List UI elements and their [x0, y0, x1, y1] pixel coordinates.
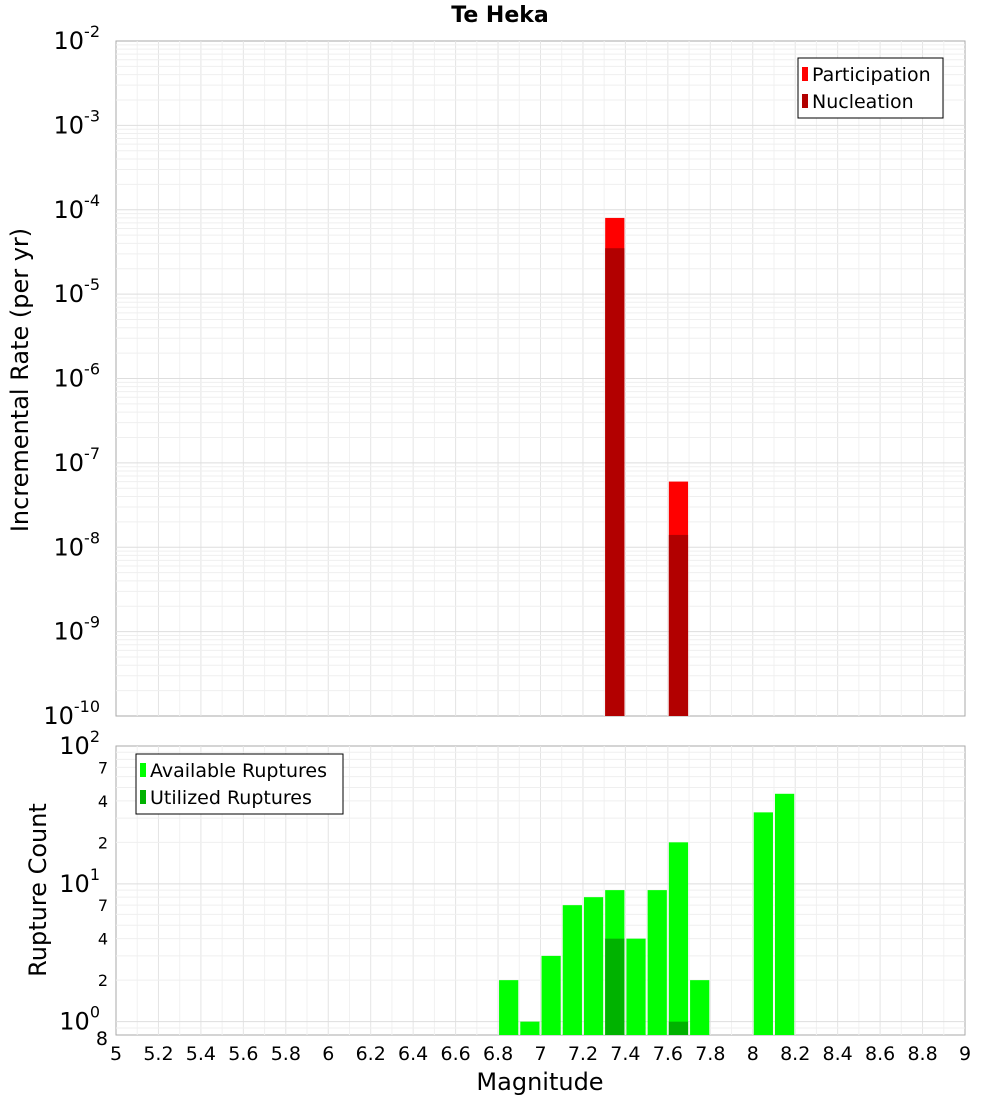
count-bar-a — [647, 890, 667, 1035]
count-y-minor-tick-label: 4 — [98, 930, 108, 949]
x-tick-label: 8.2 — [780, 1043, 810, 1065]
count-legend-box — [135, 753, 344, 815]
count-y-minor-tick-label: 7 — [98, 896, 108, 915]
x-tick-label: 6 — [322, 1043, 334, 1065]
rate-y-tick-label: 10-7 — [54, 444, 101, 477]
rate-bars — [605, 217, 689, 717]
count-bar-a — [753, 812, 773, 1035]
rate-legend-label: Nucleation — [812, 91, 914, 113]
rate-y-tick-label: 10-2 — [54, 22, 101, 55]
rate-y-tick-label: 10-6 — [54, 360, 101, 393]
x-tick-label: 8.6 — [865, 1043, 895, 1065]
count-bar-a — [690, 980, 710, 1035]
count-legend-label: Utilized Ruptures — [150, 787, 312, 809]
count-legend-label: Available Ruptures — [150, 760, 327, 782]
rate-legend-box — [797, 57, 944, 119]
rate-panel: 10-10 10-9 10-8 10-7 10-6 10-5 10-4 10-3 10-2 In… — [6, 22, 966, 730]
x-axis-label: Magnitude — [476, 1068, 603, 1096]
rate-y-tick-label: 10-10 — [43, 697, 100, 730]
count-bars — [499, 793, 795, 1035]
count-bar-a — [774, 793, 795, 1035]
count-bar-b — [668, 1021, 689, 1035]
rate-grid — [116, 41, 965, 716]
count-y-tick-label: 102 — [59, 727, 100, 760]
rate-legend-swatch — [802, 94, 808, 108]
count-y-ticks: 100 101 102 2 4 7 2 4 7 8 — [59, 727, 108, 1050]
count-bar-b — [605, 938, 625, 1035]
count-legend: Available Ruptures Utilized Ruptures — [135, 753, 344, 815]
x-tick-label: 5 — [110, 1043, 122, 1065]
x-tick-label: 6.8 — [483, 1043, 513, 1065]
x-tick-label: 7.2 — [568, 1043, 598, 1065]
rate-y-axis-label: Incremental Rate (per yr) — [6, 228, 34, 532]
rate-y-tick-label: 10-5 — [54, 275, 101, 308]
count-bar-a — [562, 905, 582, 1035]
rate-y-tick-label: 10-4 — [54, 191, 101, 224]
count-bar-a — [541, 955, 561, 1035]
rate-y-tick-label: 10-9 — [54, 613, 101, 646]
rate-legend-label: Participation — [812, 64, 931, 86]
rate-legend: Participation Nucleation — [797, 57, 944, 119]
count-panel: 100 101 102 2 4 7 2 4 7 8 Rupture Count Available… — [24, 727, 966, 1050]
x-ticks: 5 5.2 5.4 5.6 5.8 6 6.2 6.4 6.6 6.8 7 7.2 7.4 7.6 7.8 8… — [110, 1043, 971, 1065]
count-y-minor-tick-label: 7 — [98, 758, 108, 777]
rate-y-tick-label: 10-8 — [54, 528, 101, 561]
count-bar-a — [520, 1021, 540, 1035]
x-tick-label: 6.2 — [356, 1043, 386, 1065]
rate-y-tick-label: 10-3 — [54, 106, 101, 139]
x-tick-label: 6.6 — [440, 1043, 470, 1065]
count-y-min-tick-label: 8 — [96, 1028, 108, 1050]
rate-y-ticks: 10-10 10-9 10-8 10-7 10-6 10-5 10-4 10-3 10-2 — [43, 22, 100, 730]
count-bar-a — [626, 938, 646, 1035]
rate-bar-b — [605, 248, 625, 717]
count-y-minor-tick-label: 2 — [98, 833, 108, 852]
count-y-tick-label: 101 — [59, 865, 100, 898]
count-y-minor-tick-label: 4 — [98, 792, 108, 811]
x-tick-label: 5.2 — [143, 1043, 173, 1065]
count-bar-a — [583, 897, 604, 1035]
count-legend-swatch — [140, 790, 146, 804]
x-tick-label: 6.4 — [398, 1043, 428, 1065]
x-tick-label: 5.6 — [228, 1043, 258, 1065]
rate-legend-swatch — [802, 67, 808, 81]
x-tick-label: 7.8 — [695, 1043, 725, 1065]
count-y-minor-tick-label: 2 — [98, 971, 108, 990]
x-tick-label: 5.4 — [186, 1043, 216, 1065]
rate-bar-b — [668, 534, 689, 716]
count-legend-swatch — [140, 763, 146, 777]
count-y-tick-label: 100 — [59, 1003, 100, 1036]
x-tick-label: 7.4 — [610, 1043, 640, 1065]
x-tick-label: 7 — [534, 1043, 546, 1065]
x-tick-label: 5.8 — [271, 1043, 301, 1065]
x-tick-label: 9 — [959, 1043, 971, 1065]
x-tick-label: 8 — [747, 1043, 759, 1065]
chart-title: Te Heka — [451, 3, 548, 28]
x-tick-label: 7.6 — [653, 1043, 683, 1065]
count-bar-a — [499, 980, 519, 1035]
count-y-axis-label: Rupture Count — [24, 803, 52, 977]
count-bar-a — [668, 842, 689, 1035]
x-tick-label: 8.8 — [907, 1043, 937, 1065]
x-tick-label: 8.4 — [823, 1043, 853, 1065]
